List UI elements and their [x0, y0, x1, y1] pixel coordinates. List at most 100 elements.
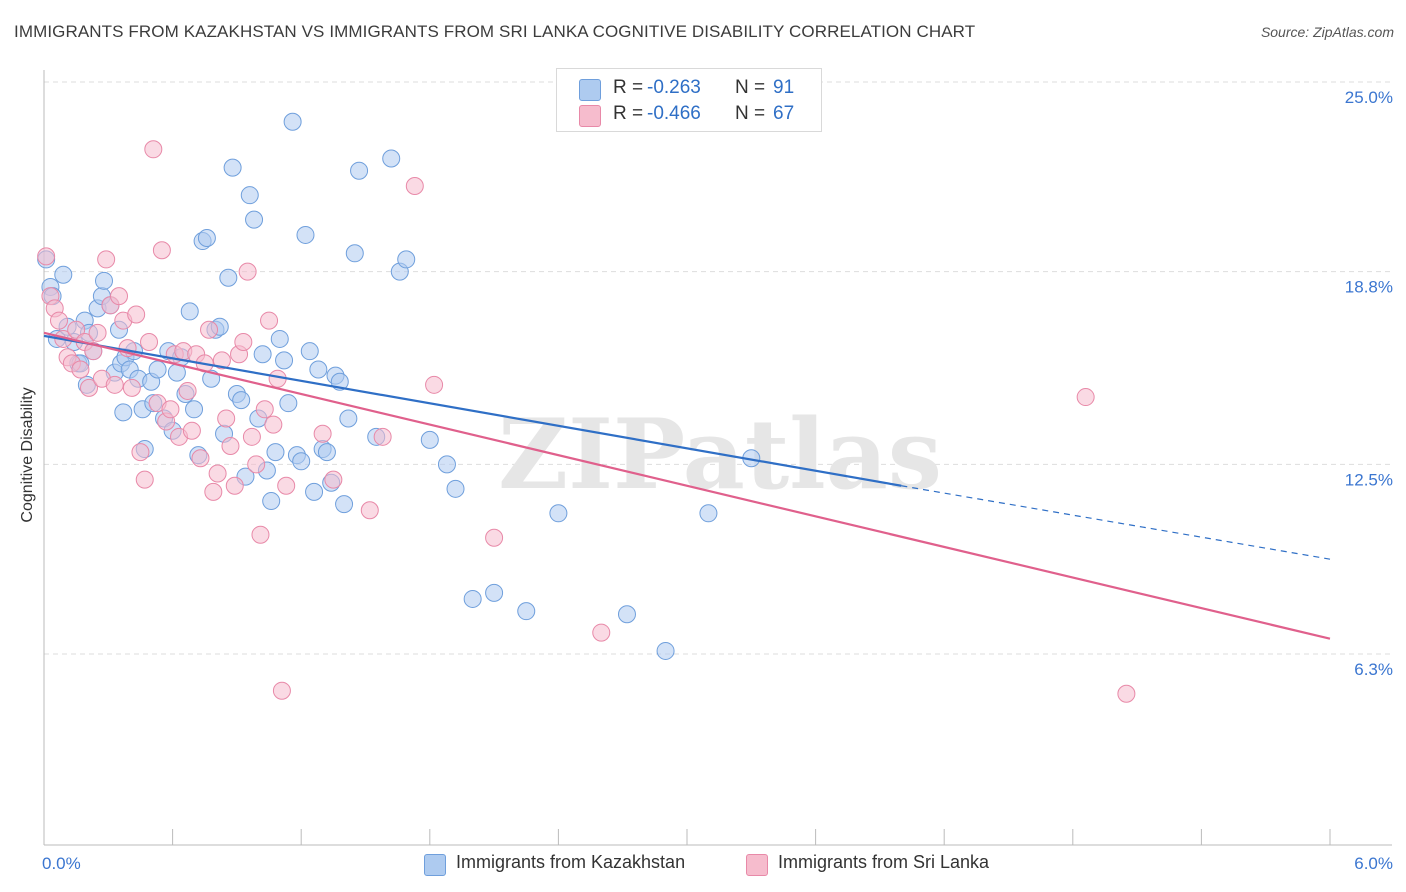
kazakhstan-point — [283, 112, 302, 131]
sri-lanka-point — [84, 342, 103, 361]
kazakhstan-point — [309, 360, 328, 379]
kazakhstan-point — [517, 602, 536, 621]
kazakhstan-point — [292, 452, 311, 471]
kazakhstan-point — [232, 391, 251, 410]
kazakhstan-point — [485, 583, 504, 602]
sri-lanka-point — [373, 427, 392, 446]
sri-lanka-point — [67, 320, 86, 339]
kazakhstan-trend-line — [43, 334, 902, 487]
n-label: N = — [735, 77, 766, 98]
sri-lanka-point — [272, 681, 291, 700]
sri-lanka-point — [217, 409, 236, 428]
kazakhstan-point — [296, 225, 315, 244]
sri-lanka-point — [135, 470, 154, 489]
y-tick-label: 25.0% — [1345, 88, 1393, 107]
sri-lanka-point — [260, 311, 279, 330]
x-tick-label-min: 0.0% — [42, 854, 81, 873]
sri-lanka-point — [127, 305, 146, 324]
n-label: N = — [735, 103, 766, 124]
kazakhstan-point — [549, 504, 568, 523]
kazakhstan-point — [240, 186, 259, 205]
source-credit: Source: ZipAtlas.com — [1260, 24, 1394, 40]
sri-lanka-point — [97, 250, 116, 269]
sri-lanka-point — [88, 323, 107, 342]
y-tick-label: 6.3% — [1354, 660, 1393, 679]
sri-lanka-point — [247, 455, 266, 474]
sri-lanka-point — [50, 311, 69, 330]
axes — [43, 70, 1392, 846]
kazakhstan-point — [185, 400, 204, 419]
kazakhstan-point — [148, 360, 167, 379]
sri-lanka-point — [200, 320, 219, 339]
kazakhstan-point — [114, 403, 133, 422]
legend-label: Immigrants from Sri Lanka — [778, 852, 990, 872]
sri-lanka-point — [242, 427, 261, 446]
tick-labels: 6.3% 12.5% 18.8% 25.0% 0.0% 6.0% — [42, 88, 1393, 873]
n-value: 91 — [773, 77, 795, 98]
kazakhstan-point — [446, 479, 465, 498]
n-value: 67 — [773, 103, 795, 124]
kazakhstan-point — [420, 430, 439, 449]
trend-lines — [43, 331, 1331, 640]
kazakhstan-swatch — [579, 79, 601, 101]
kazakhstan-point — [219, 268, 238, 287]
kazakhstan-point — [339, 409, 358, 428]
kazakhstan-points — [37, 112, 761, 660]
sri-lanka-point — [212, 351, 231, 370]
y-tick-label: 12.5% — [1345, 470, 1393, 489]
sri-lanka-point — [110, 287, 129, 306]
kazakhstan-point — [335, 495, 354, 514]
sri-lanka-point — [360, 501, 379, 520]
kazakhstan-point — [300, 342, 319, 361]
kazakhstan-point — [275, 351, 294, 370]
kazakhstan-legend-swatch — [424, 854, 446, 876]
sri-lanka-point — [122, 378, 141, 397]
stats-legend: R = -0.263 N = 91 R = -0.466 N = 67 — [556, 68, 822, 132]
kazakhstan-trend-extension — [901, 485, 1331, 560]
kazakhstan-point — [266, 443, 285, 462]
sri-lanka-point — [225, 476, 244, 495]
sri-lanka-point — [71, 360, 90, 379]
sri-lanka-point — [105, 375, 124, 394]
kazakhstan-point — [382, 149, 401, 168]
kazakhstan-point — [305, 482, 324, 501]
r-label: R = — [613, 103, 644, 124]
kazakhstan-point — [437, 455, 456, 474]
kazakhstan-point — [197, 229, 216, 247]
r-label: R = — [613, 77, 644, 98]
kazakhstan-point — [54, 265, 73, 284]
r-value: -0.263 — [647, 77, 701, 98]
x-tick-label-max: 6.0% — [1354, 854, 1393, 873]
sri-lanka-point — [592, 623, 611, 642]
kazakhstan-point — [397, 250, 416, 269]
sri-lanka-trend-line — [43, 331, 1331, 640]
kazakhstan-point — [245, 210, 264, 229]
sri-lanka-point — [152, 241, 171, 260]
kazakhstan-point — [253, 345, 272, 364]
sri-lanka-point — [234, 333, 253, 351]
sri-lanka-point — [140, 333, 159, 351]
sri-lanka-point — [255, 400, 274, 419]
sri-lanka-point — [37, 247, 56, 266]
sri-lanka-point — [264, 415, 283, 434]
sri-lanka-point — [1117, 684, 1136, 703]
kazakhstan-point — [699, 504, 718, 523]
grid-lines — [44, 81, 1392, 655]
sri-lanka-point — [131, 443, 150, 462]
sri-lanka-point — [191, 449, 210, 468]
kazakhstan-point — [262, 492, 281, 511]
sri-lanka-point — [178, 381, 197, 400]
kazakhstan-point — [223, 158, 242, 177]
kazakhstan-point — [350, 161, 369, 180]
sri-lanka-point — [182, 421, 201, 440]
kazakhstan-point — [270, 329, 289, 348]
kazakhstan-point — [345, 244, 364, 263]
r-value: -0.466 — [647, 103, 701, 124]
sri-lanka-point — [277, 476, 296, 495]
sri-lanka-point — [485, 528, 504, 547]
sri-lanka-point — [313, 424, 332, 443]
kazakhstan-point — [180, 302, 199, 321]
chart-title: IMMIGRANTS FROM KAZAKHSTAN VS IMMIGRANTS… — [14, 22, 976, 41]
sri-lanka-point — [80, 378, 99, 397]
